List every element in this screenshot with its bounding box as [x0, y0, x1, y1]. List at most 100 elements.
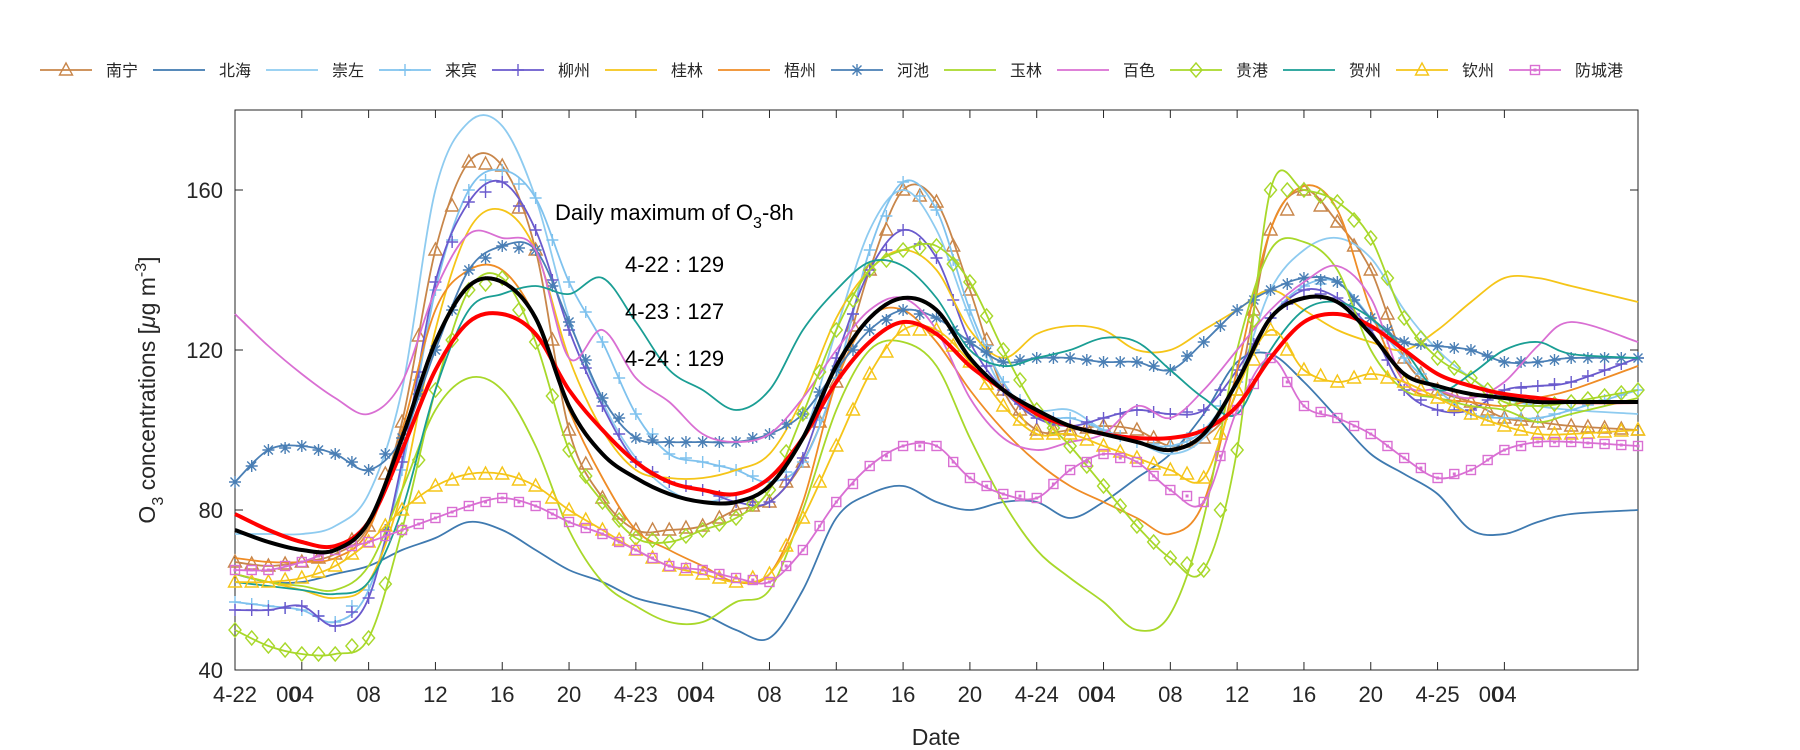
- series-marker: [1398, 352, 1411, 364]
- series-marker: [1363, 229, 1378, 247]
- series-marker: [1180, 555, 1194, 573]
- legend-label: 来宾: [445, 61, 477, 80]
- series-marker-center: [818, 524, 822, 528]
- legend-label: 玉林: [1010, 61, 1042, 80]
- series-marker-center: [1202, 500, 1206, 504]
- legend-marker: [1529, 64, 1541, 76]
- series-marker-center: [1068, 468, 1072, 472]
- series-marker: [511, 199, 527, 214]
- series-marker-center: [567, 520, 571, 524]
- series-marker: [1563, 425, 1579, 440]
- x-tick-label-midnight: 00: [1479, 682, 1503, 707]
- series-marker: [597, 528, 608, 540]
- series-marker: [361, 629, 376, 647]
- series-marker: [596, 392, 609, 404]
- series-marker: [863, 244, 876, 256]
- series-marker: [613, 412, 626, 424]
- series-marker: [1113, 497, 1128, 515]
- series-marker: [1213, 501, 1228, 519]
- series-marker: [244, 573, 260, 588]
- x-tick-label: 08: [356, 682, 380, 707]
- series-marker: [494, 465, 510, 480]
- series-marker: [1212, 425, 1229, 440]
- series-marker: [244, 629, 259, 647]
- series-marker: [1247, 294, 1260, 306]
- series-marker: [544, 489, 561, 504]
- legend-item: 百色: [1057, 61, 1155, 80]
- series-marker: [1062, 425, 1078, 440]
- series-marker: [1613, 422, 1629, 437]
- series-marker: [946, 255, 961, 273]
- series-marker: [1146, 533, 1161, 551]
- series-marker: [711, 509, 728, 524]
- series-marker: [1214, 320, 1227, 332]
- series-marker: [295, 600, 308, 612]
- series-marker: [294, 645, 309, 663]
- series-marker: [1096, 477, 1111, 495]
- x-tick-label: 12: [423, 682, 447, 707]
- series-marker: [279, 602, 292, 614]
- series-marker: [696, 456, 709, 468]
- series-marker: [444, 197, 460, 212]
- series-marker: [312, 444, 325, 456]
- legend-item: 柳州: [492, 61, 590, 80]
- series-marker-center: [1118, 456, 1122, 460]
- series-marker-center: [935, 444, 938, 448]
- series-marker: [812, 363, 827, 381]
- series-marker: [527, 477, 544, 492]
- series-marker: [513, 496, 525, 508]
- series-marker: [1313, 187, 1328, 205]
- legend-marker: [851, 64, 863, 76]
- x-tick-label: 12: [824, 682, 848, 707]
- series-marker-center: [1185, 494, 1189, 498]
- series-marker: [462, 264, 475, 276]
- series-marker: [229, 476, 241, 488]
- series-marker: [862, 365, 878, 380]
- legend-item: 河池: [831, 61, 929, 80]
- series-marker: [845, 401, 861, 416]
- series-marker: [411, 327, 427, 342]
- series-marker: [329, 620, 342, 632]
- series-marker: [878, 221, 895, 236]
- series-marker: [761, 565, 778, 580]
- series-marker: [1329, 373, 1346, 388]
- series-marker: [1363, 261, 1379, 276]
- series-marker-center: [985, 484, 989, 488]
- series-marker: [713, 460, 726, 472]
- series-marker: [1196, 561, 1211, 579]
- legend-item: 南宁: [40, 61, 138, 80]
- series-marker: [1297, 272, 1310, 284]
- series-marker: [1014, 490, 1026, 502]
- series-marker: [1281, 278, 1294, 290]
- series-marker-center: [1586, 441, 1590, 445]
- series-marker: [1230, 441, 1245, 459]
- series-marker: [480, 496, 491, 508]
- series-marker: [1380, 269, 1395, 287]
- series-marker-center: [584, 526, 588, 530]
- series-marker: [613, 536, 625, 548]
- legend-item: 贺州: [1283, 61, 1381, 80]
- legend-marker: [58, 61, 74, 76]
- series-marker: [664, 560, 675, 572]
- series-marker: [1464, 344, 1477, 356]
- series-marker: [327, 557, 343, 572]
- y-axis-label-sub: 3: [150, 497, 167, 506]
- series-marker: [612, 511, 627, 529]
- series-marker: [1463, 405, 1479, 420]
- series-marker: [1398, 336, 1411, 348]
- series-marker: [1379, 305, 1396, 320]
- series-marker: [512, 301, 526, 319]
- series-marker-center: [550, 512, 554, 516]
- series-marker-center: [1369, 432, 1373, 436]
- series-marker-center: [1085, 460, 1089, 464]
- legend-item: 北海: [153, 61, 251, 80]
- series-marker-center: [433, 516, 437, 520]
- series-marker: [1431, 404, 1444, 416]
- series-marker: [1080, 354, 1093, 366]
- series-marker: [1330, 193, 1345, 211]
- legend-label: 防城港: [1575, 61, 1623, 80]
- series-marker: [446, 236, 459, 248]
- series-marker: [245, 604, 258, 616]
- series-marker-center: [1102, 452, 1106, 456]
